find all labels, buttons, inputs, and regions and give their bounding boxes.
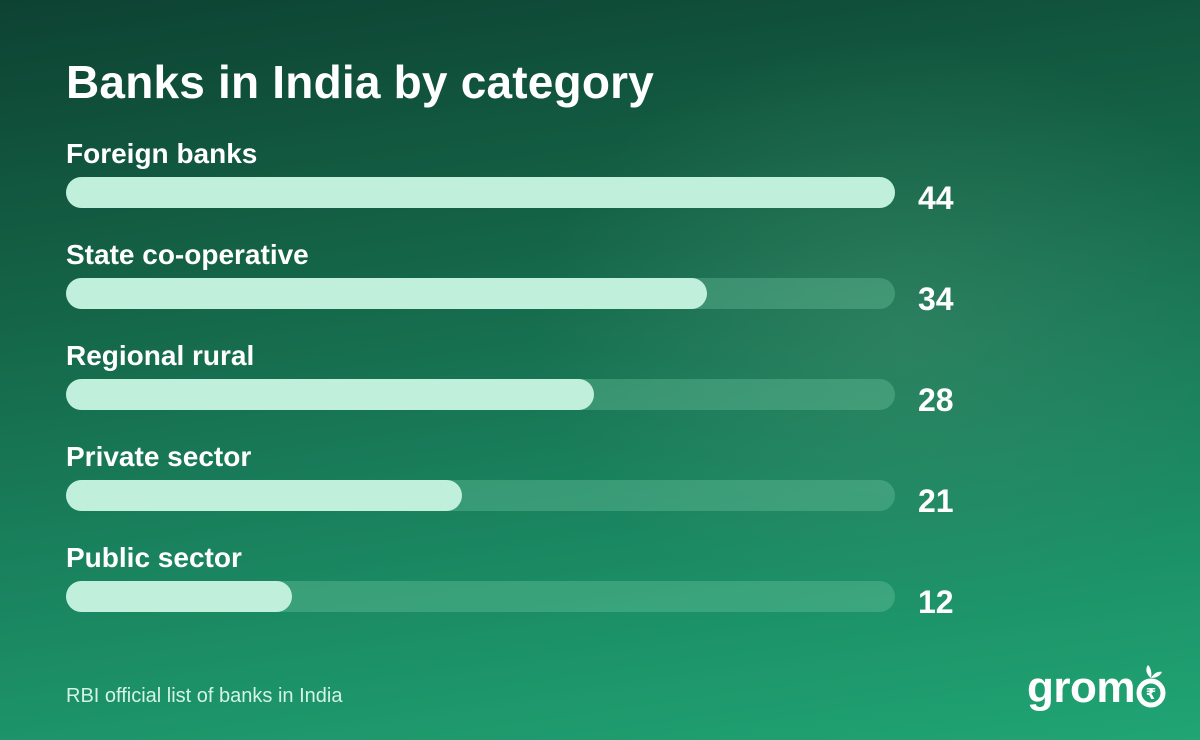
bar-row: Private sector 21 (66, 440, 986, 520)
bar-track (66, 177, 895, 208)
rupee-sprout-icon: ₹ (1136, 660, 1166, 710)
bar (66, 581, 292, 612)
source-note: RBI official list of banks in India (66, 685, 343, 707)
category-label: Regional rural (66, 340, 255, 371)
bar-row: Public sector 12 (66, 541, 986, 621)
bar-row: State co-operative 34 (66, 238, 986, 318)
bar (66, 177, 895, 208)
bar (66, 278, 707, 309)
bar-row: Regional rural 28 (66, 339, 986, 419)
data-label: 28 (918, 382, 954, 418)
data-label: 12 (918, 584, 954, 620)
bar-track (66, 480, 895, 511)
data-label: 44 (918, 180, 954, 216)
bar-track (66, 379, 895, 410)
chart-title: Banks in India by category (66, 56, 655, 108)
category-label: Private sector (66, 441, 252, 472)
svg-text:₹: ₹ (1146, 685, 1156, 703)
bar-row: Foreign banks 44 (66, 137, 986, 217)
bar (66, 379, 594, 410)
category-label: Public sector (66, 542, 242, 573)
bar-track (66, 581, 895, 612)
brand-logo: grom ₹ (1027, 660, 1166, 710)
bar-track (66, 278, 895, 309)
category-label: State co-operative (66, 239, 309, 270)
category-label: Foreign banks (66, 138, 258, 169)
data-label: 34 (918, 281, 954, 317)
logo-wordmark: grom (1027, 663, 1136, 712)
bar (66, 480, 462, 511)
data-label: 21 (918, 483, 954, 519)
